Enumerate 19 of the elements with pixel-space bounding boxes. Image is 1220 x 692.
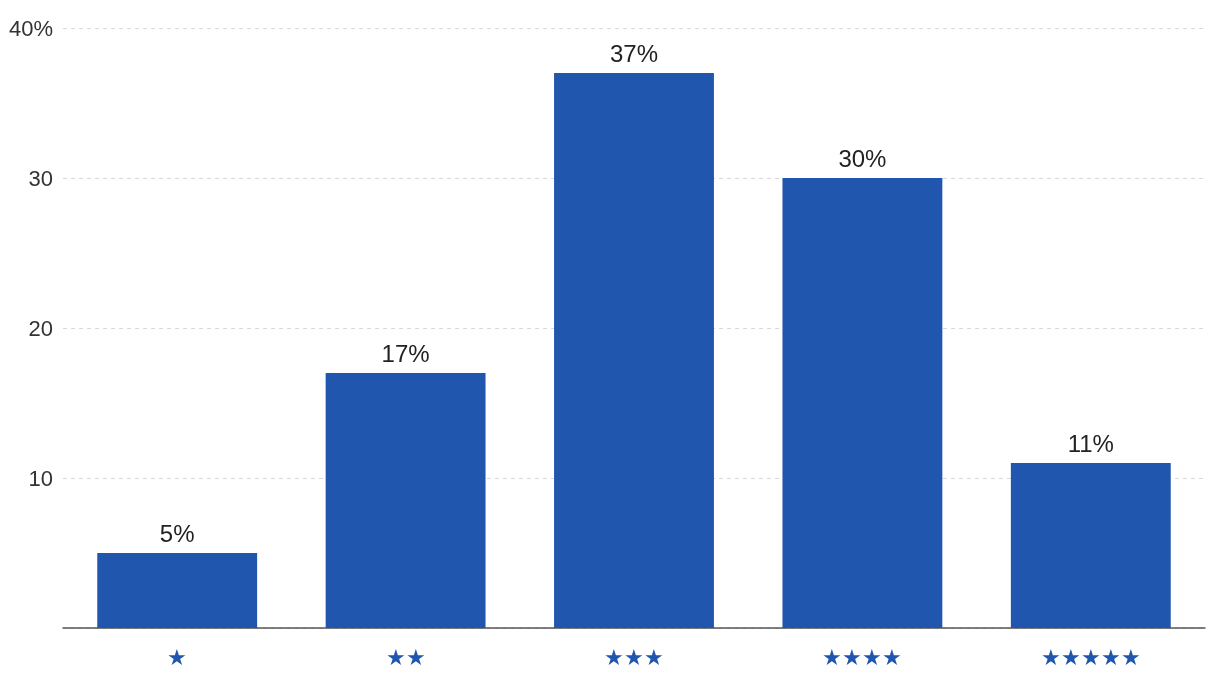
data-label: 30% [838, 144, 887, 172]
bar [554, 73, 714, 628]
data-label: 11% [1067, 429, 1114, 457]
x-tick-label: ★★ [385, 644, 426, 670]
y-tick-label: 20 [28, 315, 53, 341]
y-tick-label: 40% [8, 15, 53, 41]
bar [1010, 463, 1171, 628]
data-label: 17% [381, 339, 430, 367]
data-label: 5% [159, 519, 195, 547]
x-tick-label: ★★★★ [822, 644, 903, 670]
bar [782, 178, 943, 628]
x-tick-label: ★ [167, 644, 188, 670]
bar [325, 373, 486, 628]
y-tick-label: 10 [28, 465, 53, 491]
y-tick-label: 30 [28, 165, 53, 191]
data-label: 37% [609, 39, 659, 67]
x-tick-label: ★★★★★ [1040, 644, 1141, 670]
bar [97, 553, 258, 628]
x-tick-label: ★★★ [604, 644, 664, 670]
